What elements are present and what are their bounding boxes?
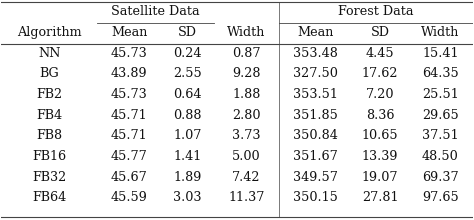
Text: 37.51: 37.51 [422, 129, 458, 142]
Text: 0.87: 0.87 [232, 47, 261, 60]
Text: 45.73: 45.73 [111, 88, 147, 101]
Text: 1.89: 1.89 [173, 171, 202, 184]
Text: 351.85: 351.85 [293, 109, 338, 122]
Text: 9.28: 9.28 [232, 67, 261, 80]
Text: 27.81: 27.81 [362, 191, 399, 204]
Text: Satellite Data: Satellite Data [111, 5, 200, 18]
Text: NN: NN [38, 47, 60, 60]
Text: 1.88: 1.88 [232, 88, 260, 101]
Text: 5.00: 5.00 [232, 150, 261, 163]
Text: SD: SD [178, 26, 197, 39]
Text: 0.88: 0.88 [173, 109, 202, 122]
Text: 64.35: 64.35 [422, 67, 459, 80]
Text: 350.84: 350.84 [293, 129, 338, 142]
Text: 4.45: 4.45 [366, 47, 394, 60]
Text: 1.41: 1.41 [173, 150, 202, 163]
Text: 10.65: 10.65 [362, 129, 399, 142]
Text: 43.89: 43.89 [111, 67, 147, 80]
Text: FB8: FB8 [36, 129, 62, 142]
Text: FB4: FB4 [36, 109, 62, 122]
Text: 3.73: 3.73 [232, 129, 261, 142]
Text: 327.50: 327.50 [293, 67, 338, 80]
Text: FB16: FB16 [32, 150, 66, 163]
Text: 350.15: 350.15 [293, 191, 338, 204]
Text: 8.36: 8.36 [366, 109, 394, 122]
Text: 17.62: 17.62 [362, 67, 399, 80]
Text: FB32: FB32 [32, 171, 66, 184]
Text: 2.80: 2.80 [232, 109, 261, 122]
Text: 7.20: 7.20 [366, 88, 394, 101]
Text: 19.07: 19.07 [362, 171, 399, 184]
Text: 0.24: 0.24 [173, 47, 202, 60]
Text: 45.77: 45.77 [111, 150, 147, 163]
Text: 7.42: 7.42 [232, 171, 261, 184]
Text: FB2: FB2 [36, 88, 62, 101]
Text: Mean: Mean [111, 26, 147, 39]
Text: 11.37: 11.37 [228, 191, 264, 204]
Text: 48.50: 48.50 [422, 150, 459, 163]
Text: 29.65: 29.65 [422, 109, 459, 122]
Text: BG: BG [39, 67, 59, 80]
Text: 0.64: 0.64 [173, 88, 202, 101]
Text: 1.07: 1.07 [173, 129, 202, 142]
Text: Forest Data: Forest Data [338, 5, 413, 18]
Text: Width: Width [421, 26, 459, 39]
Text: 349.57: 349.57 [293, 171, 338, 184]
Text: 15.41: 15.41 [422, 47, 458, 60]
Text: 45.71: 45.71 [111, 109, 147, 122]
Text: Algorithm: Algorithm [17, 26, 82, 39]
Text: SD: SD [371, 26, 390, 39]
Text: 45.73: 45.73 [111, 47, 147, 60]
Text: FB64: FB64 [32, 191, 66, 204]
Text: 353.51: 353.51 [293, 88, 338, 101]
Text: 45.67: 45.67 [111, 171, 147, 184]
Text: 45.59: 45.59 [111, 191, 147, 204]
Text: 2.55: 2.55 [173, 67, 202, 80]
Text: 353.48: 353.48 [293, 47, 338, 60]
Text: Width: Width [227, 26, 265, 39]
Text: 25.51: 25.51 [422, 88, 459, 101]
Text: 45.71: 45.71 [111, 129, 147, 142]
Text: 351.67: 351.67 [293, 150, 338, 163]
Text: 97.65: 97.65 [422, 191, 459, 204]
Text: 3.03: 3.03 [173, 191, 202, 204]
Text: 13.39: 13.39 [362, 150, 399, 163]
Text: Mean: Mean [297, 26, 334, 39]
Text: 69.37: 69.37 [422, 171, 458, 184]
